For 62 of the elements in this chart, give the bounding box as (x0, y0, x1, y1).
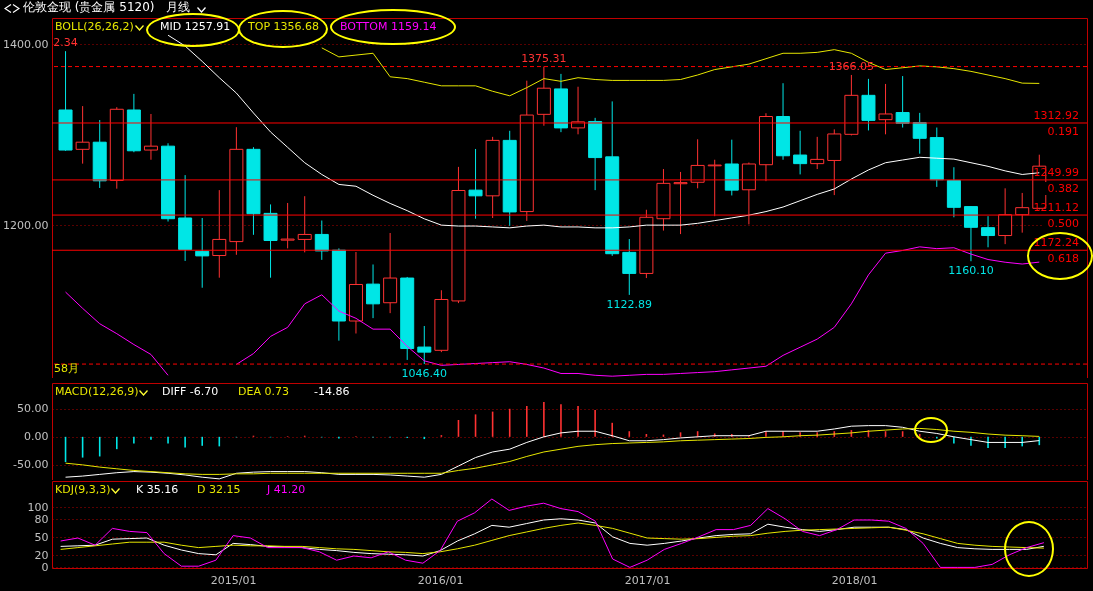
text: DIFF -6.70 (162, 385, 219, 398)
candlestick (690, 138, 705, 189)
legend-title: BOLL(26,26,2) (55, 20, 134, 33)
annotation: 1122.89 (606, 297, 653, 311)
candlestick (468, 148, 483, 220)
series-label: TOP 1356.68 (247, 20, 319, 33)
legend-label: MID 1257.91 (160, 20, 231, 33)
ref-line-label: 1312.92 0.191 (1033, 109, 1079, 138)
text: DEA 0.73 (238, 385, 289, 398)
annotation: 58月 (54, 362, 79, 375)
y-tick-label: 20 (34, 548, 49, 562)
annotation: -14.86 (314, 385, 350, 398)
annotation: 1046.40 (401, 367, 448, 381)
candlestick (314, 220, 329, 261)
candlestick (366, 263, 381, 319)
candlestick (297, 195, 312, 253)
y-tick-label: 1200.00 (3, 218, 49, 232)
candlestick (75, 105, 90, 165)
chart-subtitle: 月线 (166, 0, 190, 15)
candlestick (707, 159, 722, 217)
candlestick (793, 130, 808, 175)
ref-line-label: 1172.24 0.618 (1033, 236, 1079, 266)
x-tick-label: 2016/01 (417, 573, 464, 587)
x-tick-label: 2018/01 (831, 573, 878, 587)
annotation: 1375.31 (521, 51, 567, 65)
line-series (60, 498, 1045, 568)
y-tick-label: 50.00 (17, 402, 49, 416)
annotation: 1366.05 (828, 59, 875, 73)
chart-title: 伦敦金现 (贵金属 5120) (23, 0, 155, 15)
y-tick-label: 1400.00 (3, 37, 49, 51)
annotation: 2.34 (53, 36, 78, 50)
candlestick (895, 75, 910, 129)
candlestick (622, 238, 637, 296)
text: K 35.16 (136, 483, 179, 496)
x-tick-label: 2017/01 (624, 573, 671, 587)
candlestick (878, 83, 893, 135)
y-tick-label: 100 (27, 500, 49, 514)
candlestick (810, 136, 825, 170)
y-tick-label: 50 (34, 530, 49, 544)
candlestick (143, 113, 158, 161)
text: D 32.15 (197, 483, 241, 496)
y-tick-label: -50.00 (13, 458, 49, 472)
candlestick (963, 205, 978, 262)
y-tick-label: 80 (34, 512, 49, 526)
line-series (321, 47, 1040, 97)
ref-line-label: 1211.12 0.500 (1033, 201, 1079, 231)
candlestick (998, 187, 1013, 245)
candlestick (981, 215, 996, 248)
candlestick (195, 217, 210, 289)
y-tick-label: 0 (41, 560, 49, 574)
candlestick (212, 189, 227, 279)
text: BOTTOM 1159.14 (340, 20, 437, 33)
x-tick-label: 2015/01 (210, 573, 257, 587)
text: J 41.20 (266, 483, 306, 496)
annotation: 1160.10 (948, 264, 994, 278)
candlestick (280, 202, 295, 249)
y-tick-label: 0.00 (24, 430, 49, 444)
legend-title: KDJ(9,3,3) (55, 483, 111, 496)
candlestick (417, 325, 432, 365)
candlestick (912, 112, 927, 155)
candlestick (673, 171, 688, 235)
legend-title: MACD(12,26,9) (55, 385, 139, 398)
